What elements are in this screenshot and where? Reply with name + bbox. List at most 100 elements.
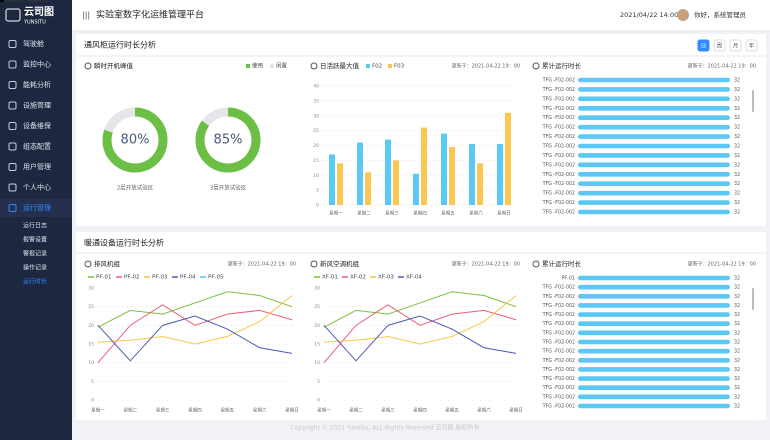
bar bbox=[365, 172, 371, 205]
y-tick-label: 25 bbox=[314, 304, 320, 310]
hbar bbox=[578, 162, 730, 168]
menu-item[interactable]: 监控中心 bbox=[23, 60, 51, 69]
datetime: 2021/04/22 14:00 bbox=[620, 11, 678, 19]
submenu-item[interactable]: 警报记录 bbox=[23, 250, 47, 258]
hbar bbox=[578, 321, 730, 327]
donut-label: 80% bbox=[121, 133, 150, 148]
panel-icon bbox=[84, 62, 92, 70]
hbar-value: 32 bbox=[734, 349, 740, 355]
hbar-label: TFG -F02-002 bbox=[542, 385, 575, 391]
scrollbar[interactable] bbox=[752, 90, 754, 112]
hbar-value: 32 bbox=[734, 162, 740, 168]
tab[interactable] bbox=[697, 39, 710, 52]
x-tick-label: 星期六 bbox=[477, 407, 491, 414]
bar bbox=[357, 142, 363, 205]
x-tick-label: 星期二 bbox=[349, 408, 363, 414]
donut-arc bbox=[195, 107, 261, 173]
x-tick-label: 星期一 bbox=[91, 408, 105, 414]
menu-item[interactable]: 用户管理 bbox=[23, 162, 51, 171]
submenu-item[interactable]: 报警设置 bbox=[23, 236, 47, 244]
hbar bbox=[578, 284, 730, 290]
tab-label[interactable]: 日 bbox=[701, 43, 707, 50]
y-tick-label: 30 bbox=[313, 113, 319, 119]
updated: 更新于：2021-04-22 19：00 bbox=[452, 63, 520, 70]
panel-icon bbox=[84, 260, 92, 268]
updated: 更新于：2021-04-22 19：00 bbox=[228, 261, 296, 268]
legend-label: [object Object] bbox=[6, 0, 47, 4]
menu-item[interactable]: 设备维保 bbox=[23, 121, 51, 130]
tab-label[interactable]: 周 bbox=[717, 43, 723, 50]
hbar bbox=[578, 115, 730, 121]
menu-item[interactable]: 运行管理 bbox=[23, 203, 51, 212]
menu-icon bbox=[8, 101, 17, 110]
hbar bbox=[578, 348, 730, 354]
hbar-label: TFG -F02-002 bbox=[542, 210, 575, 216]
menu-icon bbox=[8, 81, 17, 89]
hbar bbox=[578, 77, 730, 83]
hbar-label: TFG -F02-002 bbox=[542, 172, 575, 178]
menu-item[interactable]: 设施管理 bbox=[23, 101, 51, 110]
hbar bbox=[578, 171, 730, 177]
x-tick-label: 星期四 bbox=[413, 408, 427, 414]
hbar-value: 32 bbox=[734, 376, 740, 382]
user[interactable]: 你好，系统管理员 bbox=[694, 10, 747, 19]
hbar-label: TFG -F02-002 bbox=[542, 181, 575, 187]
hbar bbox=[578, 87, 730, 92]
hbar-value: 32 bbox=[734, 106, 740, 112]
tab[interactable] bbox=[729, 39, 742, 52]
scrollbar[interactable] bbox=[752, 288, 754, 310]
legend-label: PF-01 bbox=[96, 275, 111, 281]
menu-item[interactable]: 驾驶舱 bbox=[23, 39, 44, 48]
bar bbox=[497, 144, 503, 205]
menu-item[interactable]: 组态配置 bbox=[23, 142, 51, 151]
hbar-label: TFG -F02-002 bbox=[542, 134, 575, 140]
line bbox=[97, 315, 293, 362]
hbar-value: 32 bbox=[734, 312, 740, 318]
topbar bbox=[72, 0, 770, 30]
y-tick-label: 15 bbox=[313, 158, 319, 164]
hbar-value: 32 bbox=[734, 125, 740, 131]
menu-icon bbox=[8, 204, 17, 212]
hbar-label: TFG -F02-002 bbox=[542, 285, 575, 291]
legend-swatch bbox=[366, 64, 370, 68]
bar bbox=[441, 133, 447, 205]
y-tick-label: 25 bbox=[313, 128, 319, 134]
menu-item[interactable]: 能耗分析 bbox=[23, 80, 51, 89]
y-tick-label: 15 bbox=[88, 342, 94, 348]
submenu-item[interactable]: 运行时长 bbox=[23, 278, 47, 286]
x-tick-label: 星期三 bbox=[381, 408, 395, 414]
line bbox=[323, 291, 517, 328]
hbar-value: 32 bbox=[734, 330, 740, 336]
hbar bbox=[578, 134, 730, 139]
y-tick-label: 30 bbox=[314, 286, 320, 292]
hbar bbox=[578, 143, 730, 149]
hbar-label: TFG -F02-002 bbox=[542, 340, 575, 346]
submenu-item[interactable]: 运行日志 bbox=[23, 222, 47, 230]
bar bbox=[449, 146, 455, 205]
hbar bbox=[578, 105, 730, 111]
tab[interactable] bbox=[713, 39, 726, 52]
x-tick-label: 星期六 bbox=[253, 407, 267, 414]
menu-item[interactable]: 个人中心 bbox=[23, 183, 51, 192]
tab-label[interactable]: 月 bbox=[733, 43, 739, 50]
y-tick-label: 25 bbox=[88, 304, 94, 310]
hbar-label: TFG -F02-002 bbox=[542, 153, 575, 159]
x-tick-label: 星期四 bbox=[413, 211, 427, 217]
bar bbox=[393, 160, 399, 205]
tab[interactable] bbox=[745, 39, 758, 52]
hbar-value: 32 bbox=[734, 144, 740, 150]
hbar bbox=[578, 367, 730, 372]
line bbox=[323, 304, 517, 363]
bar bbox=[413, 173, 419, 205]
updated: 更新于：2021-04-22 19：00 bbox=[452, 261, 520, 268]
y-tick-label: 15 bbox=[314, 342, 320, 348]
line bbox=[97, 291, 293, 328]
submenu-item[interactable]: 操作记录 bbox=[23, 264, 47, 272]
hbar-label: TFG -F02-002 bbox=[542, 367, 575, 373]
tab-label[interactable]: 年 bbox=[749, 42, 755, 50]
donut-arc bbox=[102, 107, 168, 173]
hbar-value: 32 bbox=[734, 404, 740, 410]
line bbox=[323, 295, 517, 345]
bar bbox=[505, 112, 511, 205]
